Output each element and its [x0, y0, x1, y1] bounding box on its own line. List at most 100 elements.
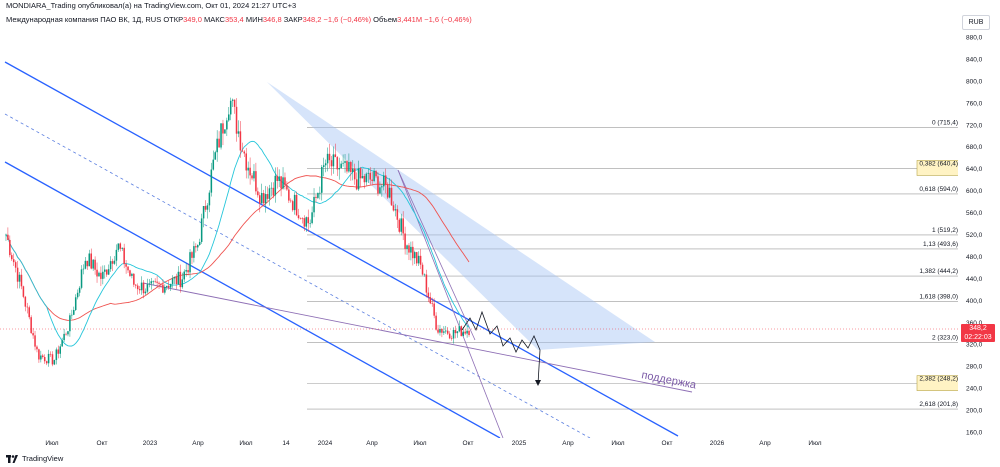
candle-body [340, 163, 342, 169]
fib-level-highlight [916, 160, 958, 176]
footer-brand[interactable]: TradingView [6, 452, 206, 465]
candle-body [127, 266, 129, 271]
candle-body [408, 245, 410, 253]
candle-body [119, 243, 122, 249]
candle-body [423, 274, 426, 276]
candle-body [57, 349, 60, 354]
publish-header: MONDIARA_Trading опубликовал(а) на Tradi… [6, 0, 906, 12]
currency-badge[interactable]: RUB [962, 15, 990, 30]
candle-body [377, 176, 379, 194]
candle-body [342, 162, 344, 164]
candle-body [144, 291, 147, 294]
candle-body [412, 246, 414, 259]
current-price-value: 348,2 [969, 325, 987, 332]
x-tick-label: Июл [239, 440, 252, 447]
candle-body [446, 330, 449, 334]
candle-body [291, 201, 294, 211]
candle-body [448, 333, 451, 339]
candle-body [278, 176, 280, 182]
x-tick-label: Окт [662, 440, 673, 447]
low-value: 346,8 [262, 15, 282, 24]
candle-body [12, 259, 15, 263]
candle-body [16, 267, 19, 282]
candle-body [429, 297, 432, 304]
y-tick-label: 440,0 [966, 276, 983, 283]
candle-body [100, 272, 102, 279]
candle-body [38, 349, 40, 360]
x-tick-label: 2026 [710, 440, 725, 447]
candle-body [394, 209, 397, 211]
candle-body [355, 179, 358, 190]
candle-body [96, 269, 98, 277]
candle-body [36, 346, 38, 350]
y-tick-label: 320,0 [966, 342, 983, 349]
candle-body [311, 212, 313, 224]
candle-body [220, 123, 222, 148]
candle-body [173, 276, 176, 279]
author-name[interactable]: MONDIARA_Trading [6, 1, 76, 10]
price-axis[interactable]: 880,0 840,0 800,0 760,0 720,0 680,0 640,0 600,0… [966, 35, 983, 437]
candle-body [383, 175, 385, 187]
candle-body [404, 233, 406, 249]
candle-body [297, 215, 300, 219]
candle-body [375, 171, 377, 177]
candle-body [427, 292, 430, 298]
fib-level-label: 1 (519,2) [932, 227, 958, 234]
current-price-label: 348,2 02:22:03 [961, 324, 995, 342]
candle-body [235, 106, 238, 134]
candle-body [321, 166, 323, 193]
x-tick-label: Окт [97, 440, 108, 447]
candle-body [328, 153, 331, 161]
candle-body [191, 252, 193, 258]
candle-body [164, 287, 166, 293]
candle-body [18, 274, 21, 282]
open-value: 349,0 [183, 15, 202, 24]
candle-body [136, 285, 139, 290]
sma-teal-line [5, 140, 470, 347]
candle-body [284, 177, 286, 186]
candle-body [84, 260, 87, 269]
candle-body [45, 361, 48, 364]
candle-body [417, 255, 420, 264]
candle-body [113, 260, 116, 264]
candle-body [34, 335, 36, 347]
candle-body [344, 161, 346, 163]
candle-body [231, 99, 234, 101]
candle-body [175, 276, 178, 285]
support-line [142, 282, 693, 393]
candle-body [59, 346, 61, 354]
candle-body [129, 270, 131, 276]
candle-body [322, 165, 325, 167]
candle-body [69, 315, 71, 332]
candle-body [202, 206, 205, 219]
candle-body [400, 218, 402, 232]
y-tick-label: 640,0 [966, 166, 983, 173]
y-tick-label: 600,0 [966, 188, 983, 195]
candle-body [371, 179, 373, 181]
candle-body [241, 150, 244, 152]
candle-body [458, 326, 461, 332]
y-tick-label: 880,0 [966, 35, 983, 42]
candle-body [410, 246, 412, 253]
candle-body [313, 196, 315, 213]
candle-body [249, 167, 251, 176]
symbol-title[interactable]: Международная компания ПАО ВК, 1Д, RUS [6, 15, 162, 24]
candle-body [104, 269, 106, 272]
time-axis[interactable]: Июл Окт 2023 Апр Июл 14 2024 Апр Июл Окт 2025 Апр Ию… [45, 440, 821, 447]
candle-body [421, 264, 424, 275]
candle-body [253, 171, 255, 179]
candle-body [55, 349, 58, 361]
candle-body [353, 168, 356, 180]
candle-body [80, 269, 83, 288]
y-tick-label: 280,0 [966, 364, 983, 371]
candle-body [82, 268, 85, 270]
candle-body [303, 218, 306, 227]
candle-body [243, 151, 246, 154]
candle-body [445, 330, 447, 332]
y-tick-label: 360,0 [966, 320, 983, 327]
forecast-zigzag [461, 310, 541, 385]
candle-body [183, 271, 185, 280]
candle-body [7, 234, 9, 240]
candle-body [414, 252, 416, 259]
